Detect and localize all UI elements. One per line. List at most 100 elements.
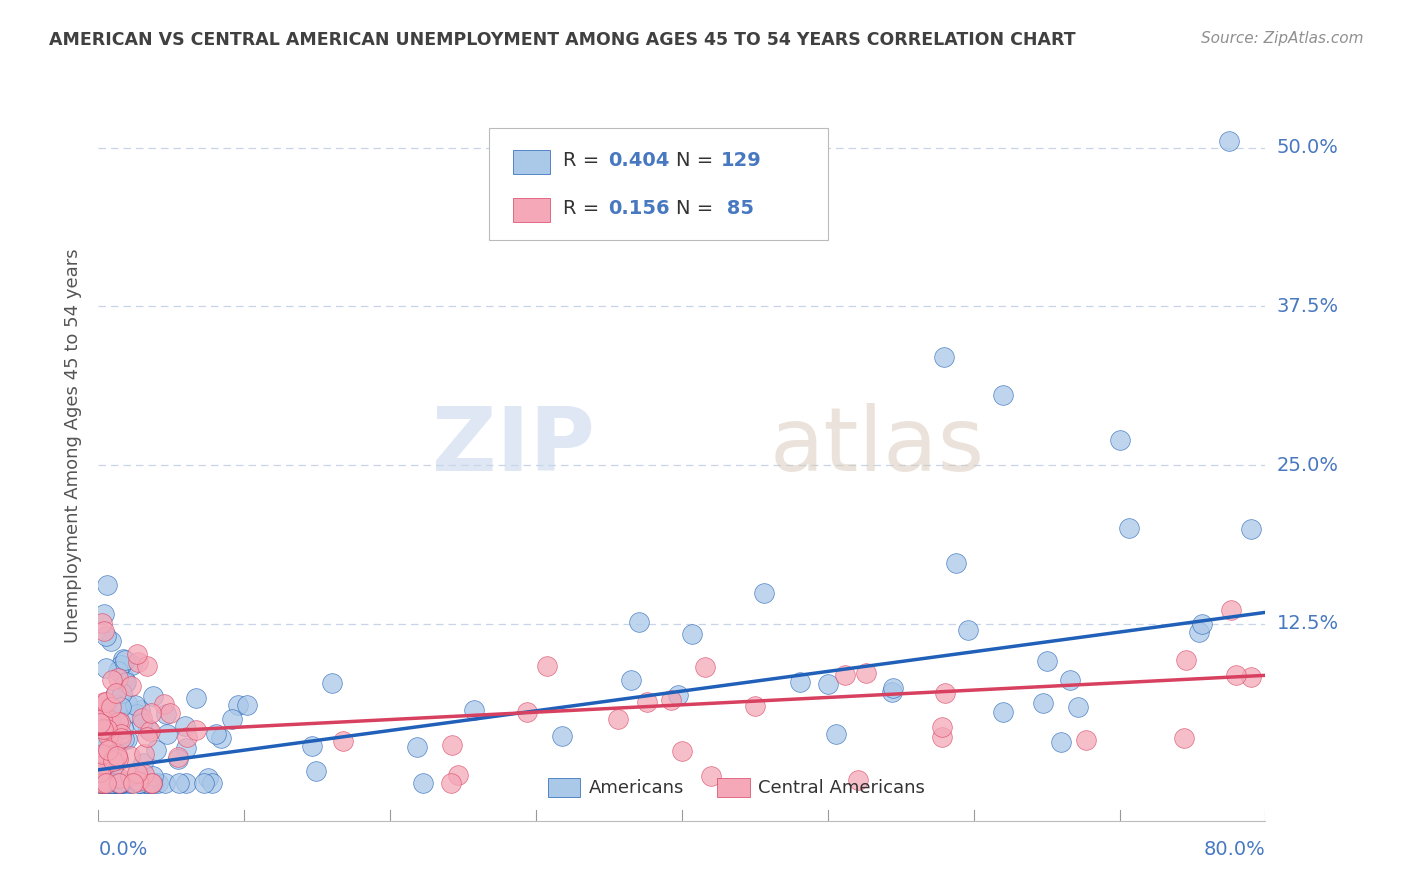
Point [934,686,956,700]
Point [1191,616,1213,631]
Point [666,689,689,703]
Point [103,775,125,789]
Point [107,775,129,789]
Point [1032,696,1054,710]
Point [104,775,127,789]
Point [127,765,149,780]
Point [125,648,148,662]
Point [152,698,174,712]
Point [94,661,117,675]
Point [205,727,228,741]
Point [128,775,150,789]
Text: 25.0%: 25.0% [1277,456,1339,475]
Point [138,775,160,789]
Point [97,747,120,761]
Point [934,350,956,364]
Point [167,752,190,766]
Point [97,743,120,757]
Point [136,723,159,737]
Text: Americans: Americans [589,779,683,797]
Point [136,775,159,789]
Point [141,775,163,789]
Bar [513,198,550,222]
Point [90,747,112,761]
Point [101,775,124,789]
Point [103,750,125,764]
Point [167,750,190,764]
Point [447,768,470,782]
Point [131,716,153,731]
Text: 50.0%: 50.0% [1277,138,1339,157]
Point [110,699,132,714]
Point [138,724,160,739]
Point [117,696,139,710]
Point [135,730,157,744]
Point [516,705,538,719]
Point [1220,603,1243,617]
Text: Central Americans: Central Americans [758,779,925,797]
Point [90,775,112,789]
Point [100,733,122,747]
Point [111,722,134,736]
Point [114,675,136,690]
Point [97,727,120,741]
Text: AMERICAN VS CENTRAL AMERICAN UNEMPLOYMENT AMONG AGES 45 TO 54 YEARS CORRELATION : AMERICAN VS CENTRAL AMERICAN UNEMPLOYMEN… [49,31,1076,49]
Point [94,704,117,718]
Point [94,747,117,762]
Point [134,775,156,789]
Point [94,757,117,772]
Point [153,775,176,789]
Point [96,722,118,736]
Point [98,775,121,789]
Point [89,730,111,744]
Point [131,711,153,725]
Point [115,731,138,746]
Point [105,747,128,762]
Point [209,731,232,745]
Point [134,766,156,780]
Point [817,676,839,690]
Point [124,698,146,712]
Point [110,775,132,789]
Point [96,775,118,789]
Point [110,658,132,673]
Point [681,627,703,641]
Point [145,742,167,756]
Point [114,653,136,667]
Point [134,747,156,761]
Point [107,698,129,713]
Point [700,769,723,783]
Text: 0.404: 0.404 [609,151,669,170]
Point [93,624,115,638]
Point [107,775,129,789]
Point [463,703,485,717]
Point [628,615,651,630]
Point [146,775,169,789]
Point [93,607,115,621]
Point [94,759,117,773]
Point [551,730,574,744]
Point [107,752,129,766]
Point [98,752,121,766]
Point [104,688,127,702]
Point [197,771,219,785]
Point [108,715,131,730]
Point [1108,433,1130,447]
Point [104,775,127,789]
Point [120,775,142,789]
Point [412,775,434,789]
Point [132,756,155,771]
Point [112,652,135,666]
Point [142,769,165,783]
Point [1188,625,1211,640]
Point [321,676,343,690]
Point [101,775,124,789]
Text: 0.156: 0.156 [609,200,671,219]
Point [142,775,165,789]
Point [96,578,118,592]
Point [118,749,141,764]
Point [128,703,150,717]
Point [108,772,131,786]
Text: atlas: atlas [769,402,984,490]
Point [100,775,122,789]
